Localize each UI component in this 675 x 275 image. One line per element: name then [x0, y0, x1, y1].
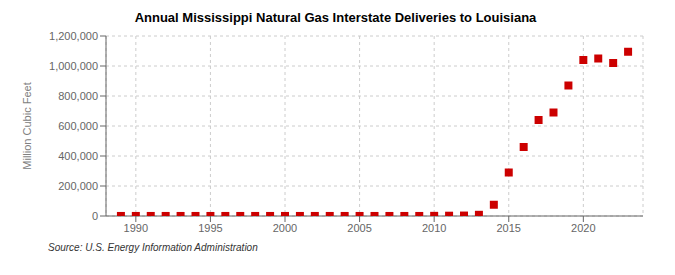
- html-text:Source: U.S. Energy Informatio: Source: U.S. Energy Information Administ…: [48, 242, 258, 253]
- svg-text:1995: 1995: [198, 222, 222, 234]
- svg-text:800,000: 800,000: [58, 90, 98, 102]
- svg-text:200,000: 200,000: [58, 180, 98, 192]
- svg-text:1,200,000: 1,200,000: [49, 30, 98, 42]
- svg-text:2000: 2000: [273, 222, 297, 234]
- svg-text:0: 0: [92, 210, 98, 222]
- svg-text:1990: 1990: [124, 222, 148, 234]
- svg-text:2005: 2005: [347, 222, 371, 234]
- svg-text:Million Cubic Feet: Million Cubic Feet: [21, 82, 33, 169]
- svg-text:600,000: 600,000: [58, 120, 98, 132]
- html-text:Annual Mississippi Natural Gas: Annual Mississippi Natural Gas Interstat…: [134, 10, 537, 25]
- svg-text:400,000: 400,000: [58, 150, 98, 162]
- svg-text:2020: 2020: [571, 222, 595, 234]
- svg-text:2015: 2015: [497, 222, 521, 234]
- svg-text:2010: 2010: [422, 222, 446, 234]
- svg-text:1,000,000: 1,000,000: [49, 60, 98, 72]
